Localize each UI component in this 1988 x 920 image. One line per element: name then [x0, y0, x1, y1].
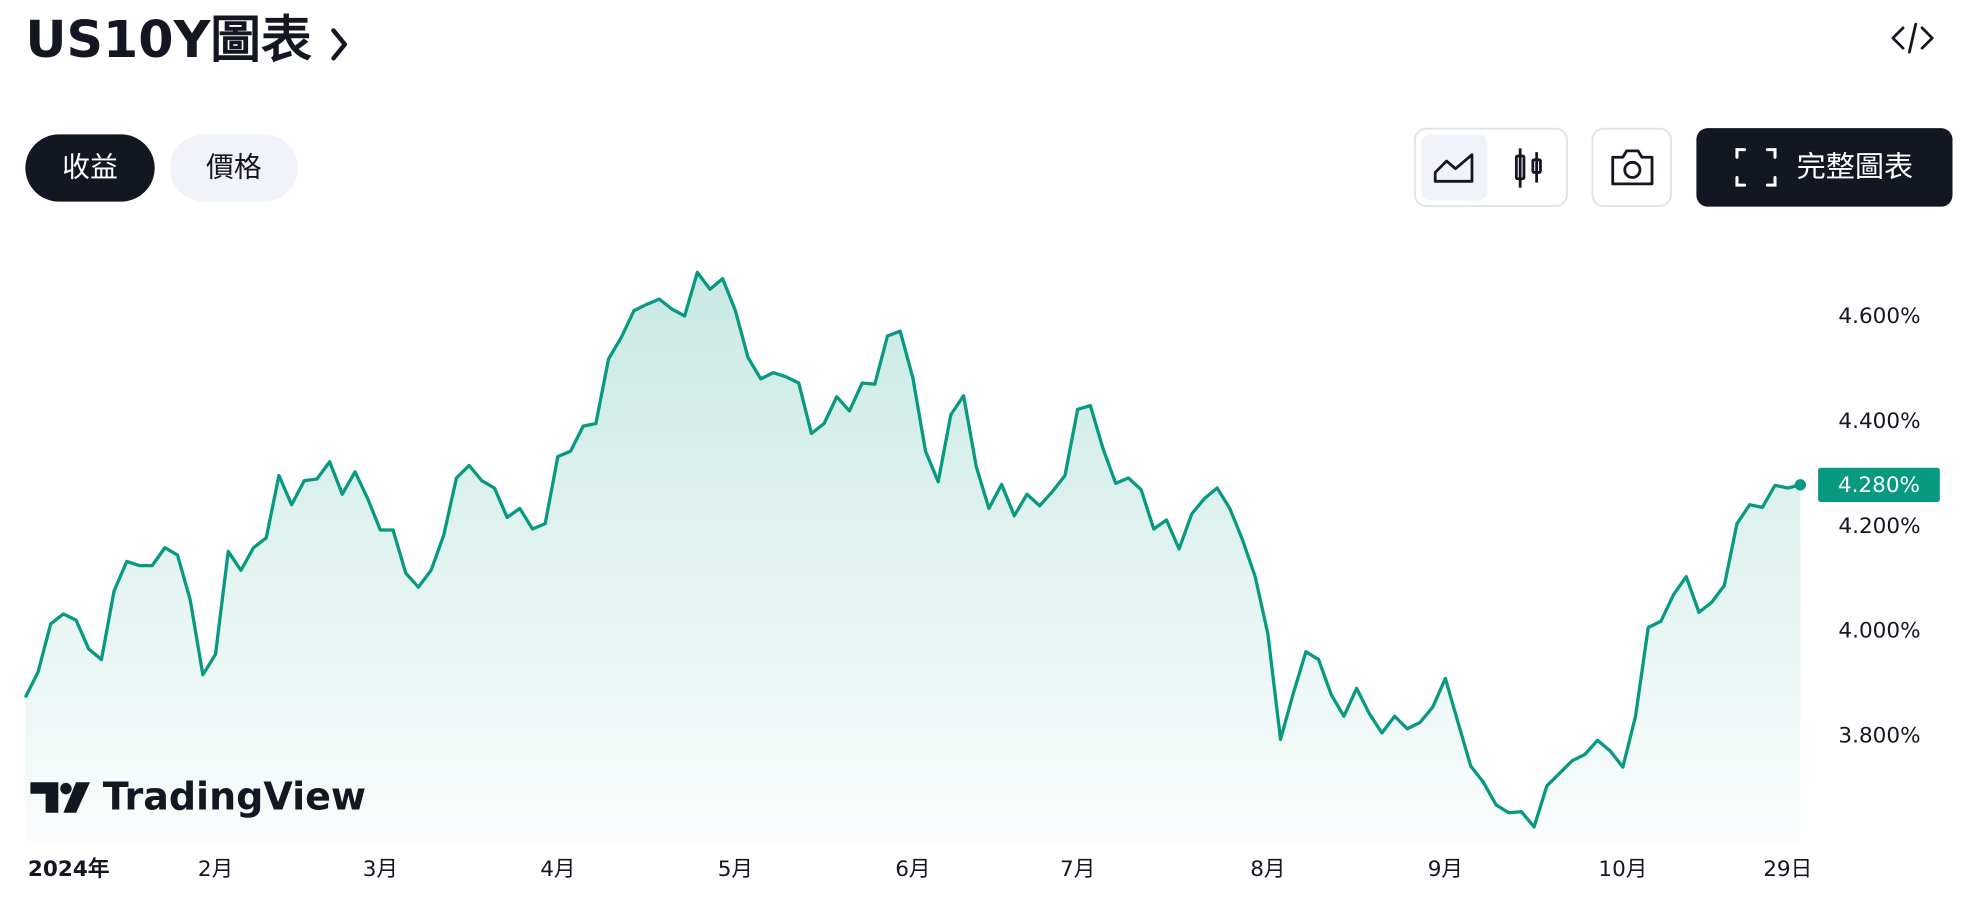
yield-line — [23, 270, 1801, 829]
full-chart-label[interactable]: 完整圖表 — [1797, 150, 1914, 184]
candle-style-button[interactable] — [1493, 134, 1560, 201]
x-tick-label: 4月 — [540, 857, 575, 882]
last-value-badge — [1818, 467, 1940, 502]
tab-yield-label[interactable]: 收益 — [62, 151, 118, 184]
tab-price-label[interactable]: 價格 — [206, 151, 262, 184]
embed-code-icon[interactable] — [1891, 22, 1934, 54]
x-tick-label: 2月 — [198, 857, 233, 882]
fullscreen-icon — [1735, 148, 1777, 187]
y-tick-label: 3.800% — [1838, 724, 1920, 749]
x-tick-label: 7月 — [1060, 857, 1095, 882]
page-title: US10Y圖表 — [25, 10, 312, 69]
watermark-logo — [30, 782, 91, 813]
x-tick-label: 29日 — [1763, 857, 1812, 882]
plot — [23, 270, 1807, 842]
x-tick-label: 8月 — [1250, 857, 1285, 882]
x-tick-label: 6月 — [895, 857, 930, 882]
y-tick-label: 4.600% — [1838, 304, 1920, 329]
x-tick-label: 9月 — [1428, 857, 1463, 882]
x-tick-label: 2024年 — [28, 856, 110, 882]
camera-icon — [1611, 149, 1654, 186]
full-chart-button[interactable] — [1696, 128, 1953, 207]
last-value-label: 4.280% — [1838, 473, 1920, 498]
last-point — [1794, 479, 1807, 491]
snapshot-button[interactable] — [1591, 127, 1672, 207]
area-icon — [1433, 153, 1474, 183]
tab-yield[interactable] — [25, 134, 155, 202]
watermark-text: TradingView — [103, 774, 366, 818]
title-chevron[interactable] — [331, 28, 348, 61]
y-tick-label: 4.400% — [1838, 409, 1920, 434]
y-tick-label: 4.200% — [1838, 514, 1920, 539]
tab-price[interactable] — [169, 134, 298, 202]
x-tick-label: 10月 — [1598, 857, 1647, 882]
x-tick-label: 3月 — [363, 857, 398, 882]
x-tick-label: 5月 — [718, 857, 753, 882]
y-tick-label: 4.000% — [1838, 619, 1920, 644]
area-fill — [25, 272, 1801, 842]
